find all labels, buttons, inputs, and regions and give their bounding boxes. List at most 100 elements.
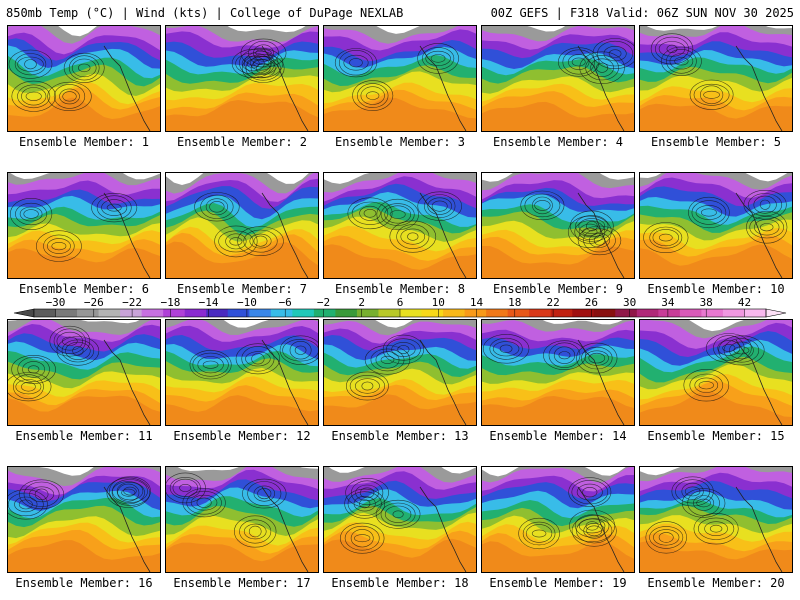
colorbar-swatch xyxy=(120,309,143,317)
wind-contour xyxy=(235,343,281,375)
wind-contour xyxy=(19,479,65,510)
wind-contour xyxy=(364,345,411,375)
temperature-band xyxy=(8,247,160,278)
wind-contour xyxy=(109,476,151,506)
wind-contour xyxy=(11,355,56,384)
wind-contour xyxy=(389,220,437,253)
temperature-band xyxy=(166,542,318,572)
colorbar-swatch xyxy=(270,309,293,317)
colorbar-swatch xyxy=(378,309,401,317)
ensemble-member-map xyxy=(481,466,635,573)
wind-contour xyxy=(671,476,714,507)
wind-contour xyxy=(592,38,634,69)
coastline xyxy=(735,339,783,425)
colorbar-swatch xyxy=(615,309,638,317)
coastline xyxy=(419,45,467,131)
ensemble-member-map xyxy=(639,466,793,573)
coastline xyxy=(103,192,151,278)
ensemble-member-label: Ensemble Member: 3 xyxy=(334,135,466,149)
temperature-band xyxy=(640,541,792,572)
ensemble-member-label: Ensemble Member: 10 xyxy=(647,282,785,296)
ensemble-member-label: Ensemble Member: 12 xyxy=(173,429,311,443)
wind-contour xyxy=(91,192,138,223)
wind-contour xyxy=(340,522,385,554)
wind-contour xyxy=(693,513,739,545)
wind-contour xyxy=(240,38,287,68)
wind-contour xyxy=(233,515,277,548)
coastline xyxy=(419,192,467,278)
temperature-colorbar: −30 −26 −22 −18 −14 −10 −6 −2 2 6 10 14 18 22 26 30 34 38… xyxy=(13,296,787,318)
coastline xyxy=(577,486,625,572)
colorbar-swatch xyxy=(486,309,509,317)
colorbar-tick-label: 30 xyxy=(623,296,636,309)
colorbar-tick-label: −26 xyxy=(84,296,104,309)
wind-contour xyxy=(643,222,689,254)
colorbar-swatch xyxy=(593,309,616,317)
colorbar-swatch xyxy=(206,309,229,317)
ensemble-member-map xyxy=(639,172,793,279)
colorbar-swatch xyxy=(400,309,422,317)
colorbar-tick-label: 26 xyxy=(585,296,598,309)
ensemble-member-map xyxy=(7,319,161,426)
colorbar-swatch xyxy=(335,309,358,317)
ensemble-member-label: Ensemble Member: 9 xyxy=(492,282,624,296)
coastline xyxy=(103,339,151,425)
model-run-info: 00Z GEFS | F318 Valid: 06Z SUN NOV 30 20… xyxy=(490,6,794,20)
wind-contour xyxy=(661,46,702,76)
temperature-band xyxy=(324,97,476,131)
wind-contour xyxy=(650,33,694,65)
colorbar-swatch xyxy=(464,309,487,317)
wind-contour xyxy=(344,488,386,519)
wind-contour xyxy=(182,488,226,518)
temperature-band xyxy=(482,541,634,572)
colorbar-swatch xyxy=(722,309,745,317)
wind-contour xyxy=(47,81,92,111)
temperature-band xyxy=(8,97,160,131)
coastline xyxy=(735,192,783,278)
ensemble-member-map xyxy=(7,25,161,132)
ensemble-member-map xyxy=(481,172,635,279)
wind-contour xyxy=(56,336,100,366)
wind-contour xyxy=(683,368,730,402)
coastline xyxy=(261,486,309,572)
coastline xyxy=(577,45,625,131)
temperature-band xyxy=(8,540,160,572)
ensemble-member-map xyxy=(481,319,635,426)
wind-contour xyxy=(417,43,459,74)
wind-contour xyxy=(568,477,612,507)
wind-contour xyxy=(352,80,394,111)
colorbar-swatch xyxy=(744,309,767,317)
colorbar-swatch xyxy=(443,309,465,317)
colorbar-swatch xyxy=(98,309,121,317)
coastline xyxy=(103,486,151,572)
colorbar-min-arrow xyxy=(13,308,35,318)
coastline xyxy=(735,45,783,131)
temperature-band xyxy=(166,100,318,131)
colorbar-tick-label: −30 xyxy=(46,296,66,309)
ensemble-member-map xyxy=(323,25,477,132)
ensemble-member-label: Ensemble Member: 13 xyxy=(331,429,469,443)
colorbar-swatch xyxy=(550,309,573,317)
wind-contour xyxy=(681,488,726,518)
ensemble-member-label: Ensemble Member: 16 xyxy=(15,576,153,590)
colorbar-max-arrow xyxy=(765,308,787,318)
colorbar-swatch xyxy=(636,309,659,317)
temperature-band xyxy=(640,244,792,278)
colorbar-swatch xyxy=(249,309,272,317)
colorbar-swatch xyxy=(679,309,702,317)
wind-contour xyxy=(569,509,616,543)
wind-contour xyxy=(8,489,48,520)
ensemble-member-map xyxy=(639,25,793,132)
colorbar-swatch xyxy=(421,309,444,317)
coastline xyxy=(419,339,467,425)
wind-contour xyxy=(543,340,586,371)
wind-contour xyxy=(214,225,258,258)
colorbar-tick-label: −2 xyxy=(317,296,330,309)
ensemble-member-label: Ensemble Member: 1 xyxy=(18,135,150,149)
ensemble-member-label: Ensemble Member: 11 xyxy=(15,429,153,443)
wind-contour xyxy=(645,521,687,554)
temperature-band xyxy=(482,101,634,131)
ensemble-member-label: Ensemble Member: 20 xyxy=(647,576,785,590)
wind-contour xyxy=(347,197,393,230)
wind-contour xyxy=(346,371,389,401)
